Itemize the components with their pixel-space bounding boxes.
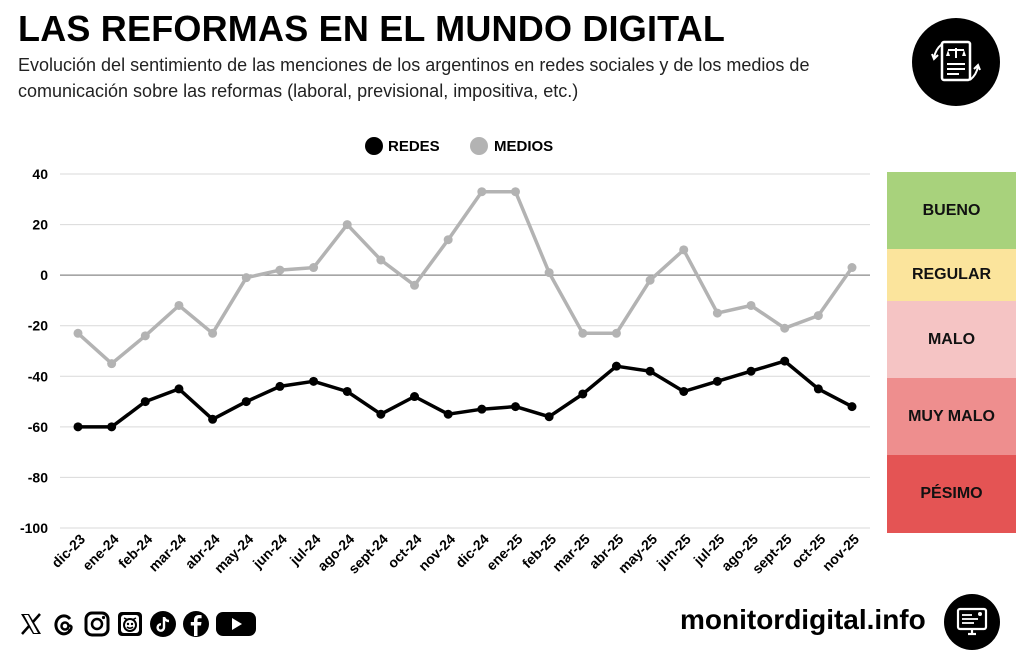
tiktok-icon[interactable] — [148, 609, 178, 639]
x-tick-label: jun-25 — [653, 531, 694, 572]
sentiment-band-muy-malo: MUY MALO — [887, 378, 1016, 455]
data-point-redes — [813, 384, 823, 394]
data-point-redes — [679, 386, 689, 396]
sentiment-band-malo: MALO — [887, 301, 1016, 378]
y-tick-label: -40 — [28, 368, 48, 384]
sentiment-band-pesimo: PÉSIMO — [887, 455, 1016, 533]
data-point-medios — [376, 255, 386, 265]
threads-icon[interactable] — [49, 609, 79, 639]
data-point-medios — [510, 187, 520, 197]
y-tick-label: -100 — [20, 520, 48, 536]
data-point-medios — [645, 275, 655, 285]
data-point-redes — [107, 422, 117, 432]
sentiment-band-bueno: BUENO — [887, 172, 1016, 249]
sentiment-line-chart: REDES MEDIOS 40 20 0 -20 -40 -60 -80 -100 dic-23… — [20, 137, 870, 577]
data-point-redes — [241, 397, 251, 407]
x-tick-label: nov-24 — [415, 531, 458, 574]
data-point-redes — [712, 376, 722, 386]
data-point-redes — [140, 397, 150, 407]
x-tick-label: mar-25 — [549, 531, 593, 575]
data-point-medios — [611, 328, 621, 338]
data-point-redes — [208, 414, 218, 424]
x-tick-label: ene-25 — [483, 531, 526, 574]
data-point-medios — [813, 311, 823, 321]
data-point-medios — [679, 245, 689, 255]
data-point-medios — [477, 187, 487, 197]
page-subtitle: Evolución del sentimiento de las mencion… — [18, 55, 810, 101]
data-point-redes — [376, 409, 386, 419]
sentiment-scale: BUENO REGULAR MALO MUY MALO PÉSIMO — [887, 172, 1016, 533]
data-point-medios — [780, 323, 790, 333]
social-links — [16, 608, 258, 640]
data-point-redes — [645, 366, 655, 376]
facebook-icon[interactable] — [181, 609, 211, 639]
data-point-medios — [443, 235, 453, 245]
data-point-medios — [578, 328, 588, 338]
data-point-redes — [174, 384, 184, 394]
legend-marker-medios — [470, 137, 488, 155]
chart-data-points — [73, 187, 857, 432]
data-point-redes — [510, 402, 520, 412]
x-tick-label: jun-24 — [249, 531, 290, 572]
youtube-icon[interactable] — [214, 609, 258, 639]
y-tick-label: 0 — [40, 267, 48, 283]
x-tick-label: ene-24 — [79, 531, 122, 574]
data-point-medios — [342, 220, 352, 230]
data-point-redes — [309, 376, 319, 386]
data-point-redes — [443, 409, 453, 419]
data-point-redes — [847, 402, 857, 412]
data-point-medios — [746, 300, 756, 310]
page-title: LAS REFORMAS EN EL MUNDO DIGITAL — [18, 8, 726, 49]
data-point-medios — [241, 273, 251, 283]
data-point-redes — [544, 412, 554, 422]
chart-legend: REDES MEDIOS — [365, 137, 553, 155]
x-icon[interactable] — [16, 609, 46, 639]
series-line-medios — [76, 189, 854, 366]
y-tick-label: 40 — [32, 166, 48, 182]
data-point-redes — [410, 392, 420, 402]
y-tick-label: -80 — [28, 469, 48, 485]
data-point-medios — [544, 268, 554, 278]
data-point-medios — [107, 359, 117, 369]
instagram-icon[interactable] — [82, 609, 112, 639]
chart-series-lines — [76, 189, 854, 429]
data-point-redes — [73, 422, 83, 432]
x-tick-label: mar-24 — [145, 531, 189, 575]
legend-label-medios: MEDIOS — [494, 138, 553, 155]
data-point-redes — [275, 381, 285, 391]
data-point-medios — [309, 263, 319, 273]
y-tick-label: -60 — [28, 419, 48, 435]
data-point-medios — [847, 263, 857, 273]
data-point-medios — [275, 265, 285, 275]
legend-label-redes: REDES — [388, 138, 440, 155]
clarin-icon[interactable] — [115, 609, 145, 639]
series-line-redes — [78, 359, 853, 429]
data-point-redes — [611, 361, 621, 371]
data-point-medios — [410, 280, 420, 290]
data-point-redes — [342, 386, 352, 396]
y-tick-label: 20 — [32, 217, 48, 233]
data-point-medios — [712, 308, 722, 318]
data-point-redes — [578, 389, 588, 399]
chart-gridlines — [60, 173, 870, 529]
legend-marker-redes — [365, 137, 383, 155]
x-axis-ticks: dic-23ene-24feb-24mar-24abr-24may-24jun-… — [48, 531, 862, 577]
monitor-icon — [944, 594, 1000, 650]
document-scale-icon — [912, 18, 1000, 106]
data-point-medios — [208, 328, 218, 338]
data-point-medios — [73, 328, 83, 338]
x-tick-label: nov-25 — [819, 531, 862, 574]
site-url[interactable]: monitordigital.info — [680, 604, 926, 635]
data-point-redes — [477, 404, 487, 414]
data-point-medios — [174, 300, 184, 310]
sentiment-band-regular: REGULAR — [887, 249, 1016, 301]
data-point-redes — [746, 366, 756, 376]
data-point-medios — [140, 331, 150, 341]
y-axis-ticks: 40 20 0 -20 -40 -60 -80 -100 — [20, 166, 48, 536]
y-tick-label: -20 — [28, 318, 48, 334]
data-point-redes — [780, 356, 790, 366]
